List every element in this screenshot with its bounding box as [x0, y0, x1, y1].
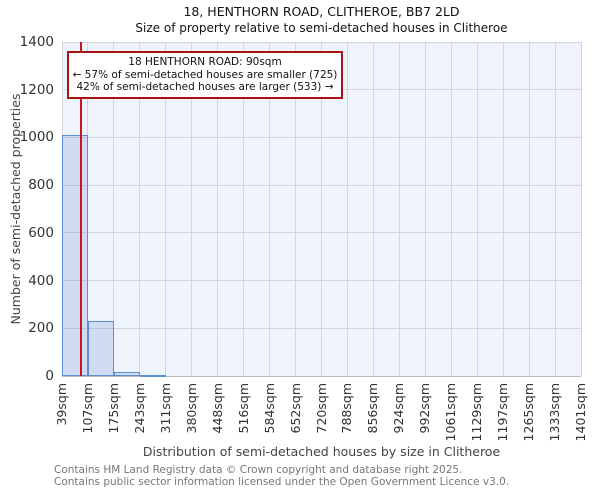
gridline-vertical	[87, 42, 89, 376]
histogram-bar	[87, 321, 114, 376]
gridline-vertical	[580, 42, 582, 376]
gridline-vertical	[372, 42, 374, 376]
gridline-vertical	[191, 42, 193, 376]
gridline-vertical	[139, 42, 141, 376]
footer-line-1: Contains HM Land Registry data © Crown c…	[54, 464, 463, 476]
gridline-vertical	[424, 42, 426, 376]
y-tick-label: 200	[28, 320, 54, 337]
gridline-horizontal	[62, 375, 581, 377]
x-tick-label: 856sqm	[365, 383, 381, 434]
gridline-vertical	[113, 42, 115, 376]
x-tick-label: 175sqm	[105, 383, 121, 434]
gridline-vertical	[217, 42, 219, 376]
gridline-vertical	[295, 42, 297, 376]
histogram-bar	[62, 135, 88, 376]
annotation-line-3: 42% of semi-detached houses are larger (…	[76, 81, 334, 93]
x-tick-label: 107sqm	[79, 383, 95, 434]
y-tick-label: 800	[28, 177, 54, 194]
gridline-vertical	[450, 42, 452, 376]
gridline-vertical	[269, 42, 271, 376]
x-tick-label: 1129sqm	[469, 383, 485, 442]
y-tick-label: 1000	[19, 129, 54, 146]
y-tick-label: 400	[28, 272, 54, 289]
annotation-line-1: 18 HENTHORN ROAD: 90sqm	[128, 56, 282, 68]
x-tick-label: 1401sqm	[573, 383, 588, 442]
x-tick-label: 516sqm	[235, 383, 251, 434]
gridline-vertical	[528, 42, 530, 376]
x-tick-label: 243sqm	[131, 383, 147, 434]
gridline-horizontal	[62, 184, 581, 186]
gridline-horizontal	[62, 41, 581, 43]
footer-line-2: Contains public sector information licen…	[54, 475, 510, 488]
x-tick-label: 584sqm	[261, 383, 277, 434]
gridline-vertical	[346, 42, 348, 376]
x-tick-label: 1265sqm	[521, 383, 537, 442]
gridline-vertical	[398, 42, 400, 376]
x-tick-label: 788sqm	[339, 383, 355, 434]
x-tick-label: 652sqm	[287, 383, 303, 434]
gridline-horizontal	[62, 136, 581, 138]
gridline-vertical	[554, 42, 556, 376]
y-tick-label: 1200	[19, 81, 54, 98]
gridline-vertical	[165, 42, 167, 376]
x-tick-label: 1197sqm	[495, 383, 511, 442]
y-axis-label: Number of semi-detached properties	[8, 93, 23, 325]
chart-title: 18, HENTHORN ROAD, CLITHEROE, BB7 2LD	[183, 4, 460, 19]
gridline-vertical	[476, 42, 478, 376]
gridline-vertical	[321, 42, 322, 376]
x-axis-label: Distribution of semi-detached houses by …	[142, 444, 501, 459]
gridline-vertical	[243, 42, 245, 376]
gridline-horizontal	[62, 232, 581, 234]
x-tick-label: 1333sqm	[547, 383, 563, 442]
annotation-line-2: ← 57% of semi-detached houses are smalle…	[72, 68, 338, 81]
gridline-vertical	[502, 42, 504, 376]
histogram-bar	[113, 372, 140, 376]
x-tick-label: 311sqm	[157, 383, 173, 434]
histogram-bar	[139, 375, 166, 377]
x-tick-label: 39sqm	[54, 383, 69, 426]
property-size-marker-line	[80, 42, 83, 376]
y-tick-label: 0	[45, 368, 54, 384]
plot-area: 18 HENTHORN ROAD: 90sqm ← 57% of semi-de…	[61, 41, 582, 377]
chart-subtitle: Size of property relative to semi-detach…	[135, 21, 508, 35]
annotation-box: 18 HENTHORN ROAD: 90sqm ← 57% of semi-de…	[67, 51, 343, 99]
x-tick-label: 1061sqm	[443, 383, 459, 442]
footer: Contains HM Land Registry data © Crown c…	[54, 464, 594, 488]
x-tick-label: 992sqm	[417, 383, 433, 434]
gridline-horizontal	[62, 280, 581, 282]
y-tick-label: 1400	[19, 34, 54, 50]
x-tick-label: 924sqm	[391, 383, 407, 434]
y-tick-label: 600	[28, 224, 54, 241]
x-tick-label: 448sqm	[209, 383, 225, 434]
gridline-horizontal	[62, 327, 581, 329]
x-tick-label: 380sqm	[183, 383, 199, 434]
x-tick-label: 720sqm	[313, 383, 329, 434]
